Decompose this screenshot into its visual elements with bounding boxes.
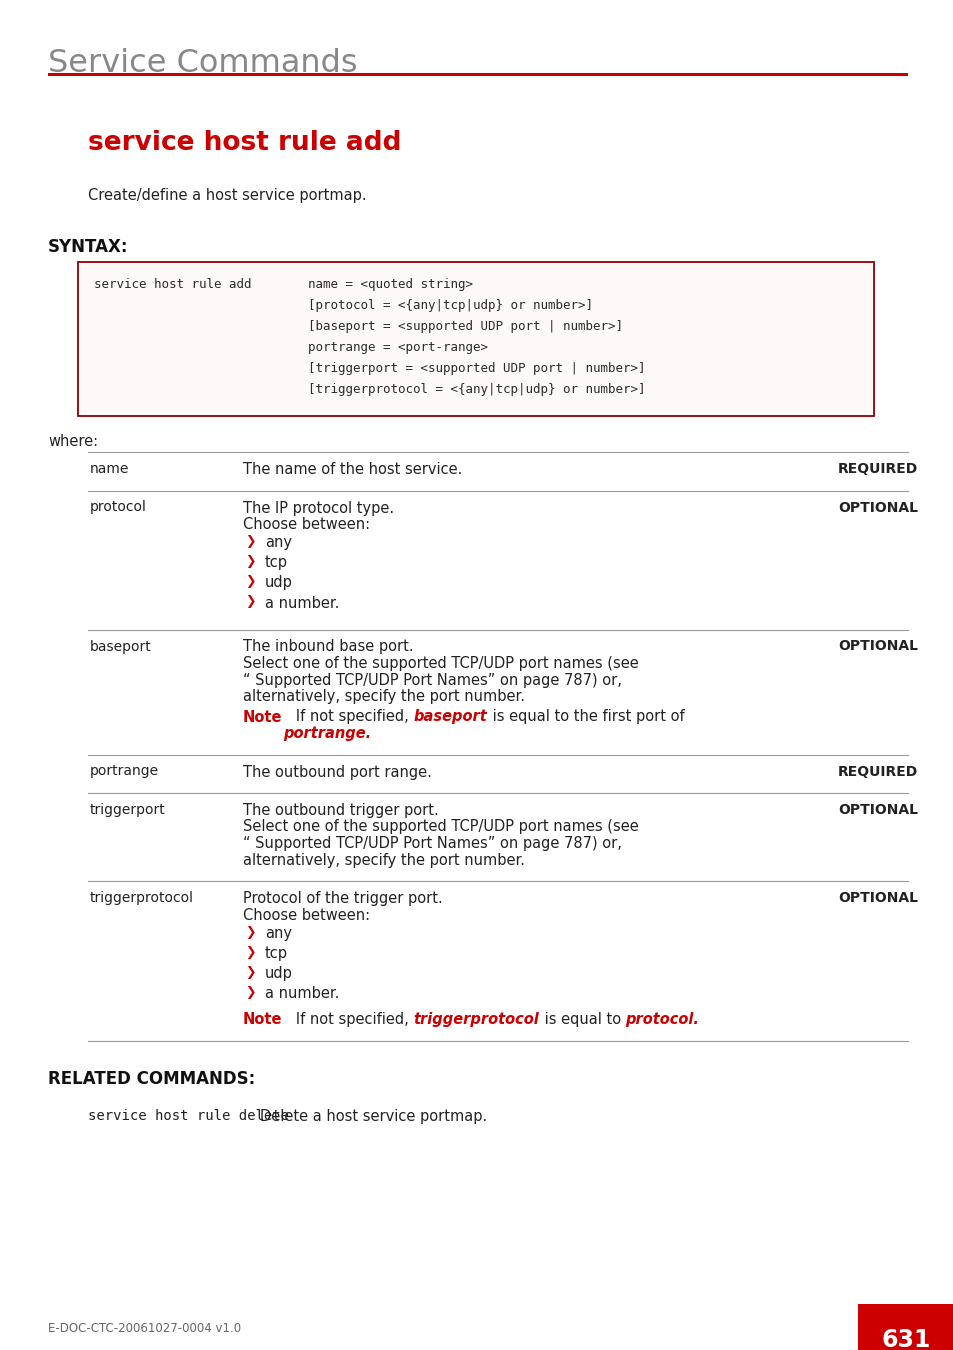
- Text: Choose between:: Choose between:: [243, 907, 370, 922]
- Text: ❯: ❯: [245, 986, 255, 999]
- Text: Choose between:: Choose between:: [243, 517, 370, 532]
- Text: ❯: ❯: [245, 926, 255, 940]
- Text: The IP protocol type.: The IP protocol type.: [243, 501, 394, 516]
- Text: portrange.: portrange.: [283, 726, 371, 741]
- Text: [baseport = <supported UDP port | number>]: [baseport = <supported UDP port | number…: [308, 320, 622, 333]
- Text: ❯: ❯: [245, 946, 255, 958]
- Text: where:: where:: [48, 433, 98, 450]
- Text: ❯: ❯: [245, 967, 255, 979]
- Text: E-DOC-CTC-20061027-0004 v1.0: E-DOC-CTC-20061027-0004 v1.0: [48, 1322, 241, 1335]
- Text: Delete a host service portmap.: Delete a host service portmap.: [260, 1108, 487, 1123]
- Text: is equal to: is equal to: [539, 1012, 625, 1027]
- Text: SYNTAX:: SYNTAX:: [48, 238, 129, 256]
- Text: udp: udp: [265, 575, 293, 590]
- Text: Select one of the supported TCP/UDP port names (see: Select one of the supported TCP/UDP port…: [243, 656, 639, 671]
- Text: OPTIONAL: OPTIONAL: [837, 640, 917, 653]
- Text: Note: Note: [243, 710, 282, 725]
- Text: ❯: ❯: [245, 555, 255, 568]
- Bar: [48, 73, 907, 76]
- Text: OPTIONAL: OPTIONAL: [837, 501, 917, 514]
- Text: The name of the host service.: The name of the host service.: [243, 462, 462, 477]
- Text: service host rule delete: service host rule delete: [88, 1108, 289, 1122]
- Text: 631: 631: [881, 1328, 930, 1350]
- Text: name = <quoted string>: name = <quoted string>: [308, 278, 473, 292]
- Text: any: any: [265, 926, 292, 941]
- Text: service host rule add: service host rule add: [94, 278, 252, 292]
- Text: name: name: [90, 462, 130, 477]
- Text: “ Supported TCP/UDP Port Names” on page 787) or,: “ Supported TCP/UDP Port Names” on page …: [243, 672, 621, 687]
- Bar: [78, 262, 873, 416]
- Text: ❯: ❯: [245, 575, 255, 589]
- Text: OPTIONAL: OPTIONAL: [837, 803, 917, 817]
- Text: portrange: portrange: [90, 764, 159, 779]
- Text: If not specified,: If not specified,: [282, 1012, 414, 1027]
- Text: is equal to the first port of: is equal to the first port of: [487, 710, 683, 725]
- Text: baseport: baseport: [90, 640, 152, 653]
- Text: alternatively, specify the port number.: alternatively, specify the port number.: [243, 852, 524, 868]
- Text: a number.: a number.: [265, 595, 339, 610]
- Text: “ Supported TCP/UDP Port Names” on page 787) or,: “ Supported TCP/UDP Port Names” on page …: [243, 836, 621, 850]
- Text: service host rule add: service host rule add: [88, 130, 401, 157]
- Text: triggerprotocol: triggerprotocol: [90, 891, 193, 904]
- Text: triggerport: triggerport: [90, 803, 166, 817]
- Text: Create/define a host service portmap.: Create/define a host service portmap.: [88, 188, 366, 202]
- Text: baseport: baseport: [414, 710, 487, 725]
- Text: Protocol of the trigger port.: Protocol of the trigger port.: [243, 891, 442, 906]
- Text: Note: Note: [243, 1012, 282, 1027]
- Text: portrange = <port-range>: portrange = <port-range>: [308, 342, 488, 354]
- Text: [triggerprotocol = <{any|tcp|udp} or number>]: [triggerprotocol = <{any|tcp|udp} or num…: [308, 383, 645, 396]
- Text: a number.: a number.: [265, 986, 339, 1000]
- Text: udp: udp: [265, 967, 293, 981]
- Text: The inbound base port.: The inbound base port.: [243, 640, 414, 655]
- Text: protocol.: protocol.: [625, 1012, 699, 1027]
- Text: [protocol = <{any|tcp|udp} or number>]: [protocol = <{any|tcp|udp} or number>]: [308, 298, 593, 312]
- Text: tcp: tcp: [265, 555, 288, 571]
- Text: RELATED COMMANDS:: RELATED COMMANDS:: [48, 1071, 255, 1088]
- Text: [triggerport = <supported UDP port | number>]: [triggerport = <supported UDP port | num…: [308, 362, 645, 375]
- Text: REQUIRED: REQUIRED: [837, 764, 918, 779]
- Text: If not specified,: If not specified,: [282, 710, 414, 725]
- Text: The outbound trigger port.: The outbound trigger port.: [243, 803, 438, 818]
- Text: Select one of the supported TCP/UDP port names (see: Select one of the supported TCP/UDP port…: [243, 819, 639, 834]
- Text: triggerprotocol: triggerprotocol: [414, 1012, 539, 1027]
- Text: OPTIONAL: OPTIONAL: [837, 891, 917, 904]
- Text: ❯: ❯: [245, 536, 255, 548]
- Text: any: any: [265, 536, 292, 551]
- Text: tcp: tcp: [265, 946, 288, 961]
- Bar: [857, 1304, 953, 1350]
- Text: ❯: ❯: [245, 595, 255, 609]
- Text: REQUIRED: REQUIRED: [837, 462, 918, 477]
- Text: alternatively, specify the port number.: alternatively, specify the port number.: [243, 688, 524, 703]
- Text: Service Commands: Service Commands: [48, 49, 357, 80]
- Text: protocol: protocol: [90, 501, 147, 514]
- Text: The outbound port range.: The outbound port range.: [243, 764, 432, 779]
